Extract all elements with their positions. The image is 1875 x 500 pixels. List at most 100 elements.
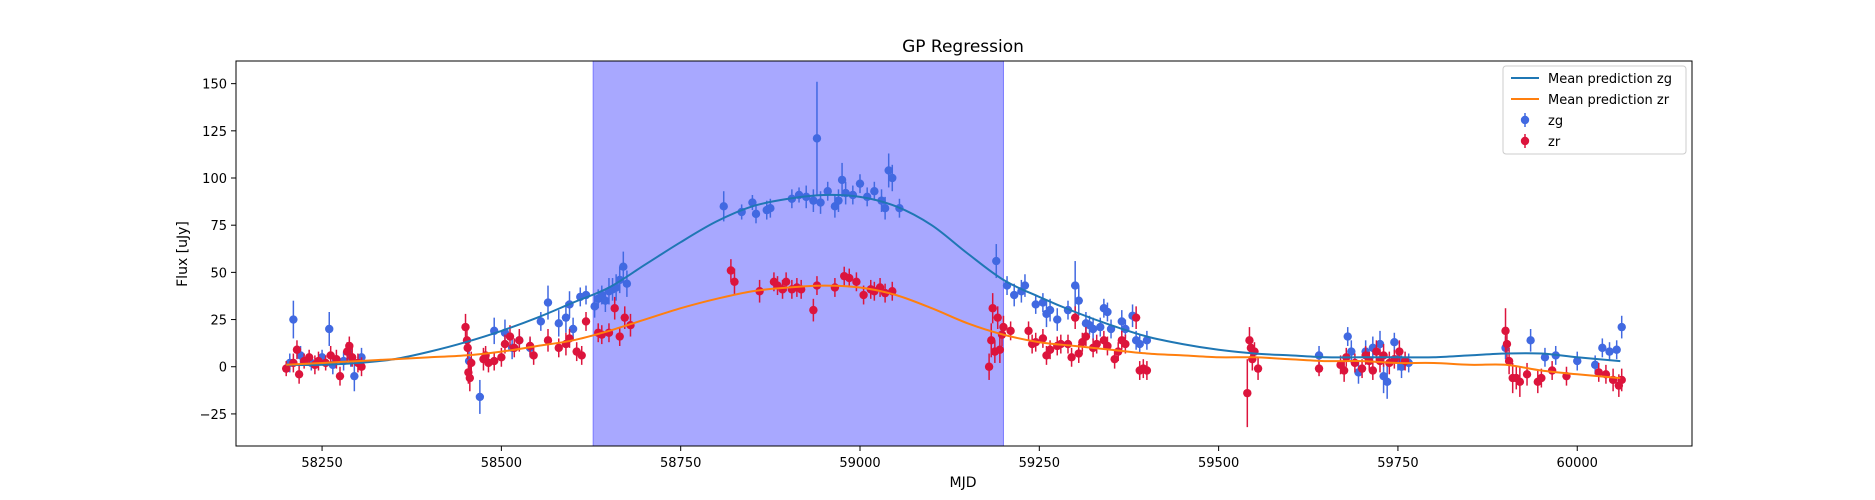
data-point-zg [1390, 338, 1399, 347]
data-point-zg [1096, 322, 1105, 332]
data-point-zr [859, 290, 868, 300]
data-point-zr [987, 336, 996, 345]
data-point-zg [837, 175, 847, 185]
data-point-zr [1092, 339, 1101, 349]
data-point-zr [1024, 326, 1033, 336]
data-point-zg [561, 313, 571, 322]
x-tick-label: 59000 [839, 456, 880, 471]
data-point-zr [1501, 326, 1510, 336]
data-point-zg [1347, 347, 1356, 356]
data-point-zr [620, 313, 629, 322]
y-tick-label: 25 [210, 314, 227, 329]
data-point-zr [781, 277, 791, 287]
data-point-zg [1526, 336, 1535, 345]
data-point-zr [1110, 354, 1119, 364]
data-point-zg [880, 204, 890, 213]
y-tick-label: −25 [200, 408, 227, 423]
data-point-zr [1395, 347, 1404, 356]
data-layer [282, 81, 1626, 428]
y-tick-label: 100 [202, 172, 227, 187]
x-tick-label: 58750 [660, 456, 701, 471]
data-point-zg [834, 196, 843, 205]
data-point-zr [1081, 332, 1091, 341]
data-point-zg [855, 179, 865, 188]
data-point-zr [467, 358, 476, 368]
x-axis-label: MJD [950, 475, 977, 491]
data-point-zg [1573, 356, 1582, 366]
data-point-zg [1010, 290, 1019, 300]
data-point-zr [1314, 364, 1324, 373]
data-point-zg [751, 209, 761, 219]
data-point-zg [809, 196, 818, 205]
data-point-zr [726, 266, 736, 275]
data-point-zr [554, 343, 563, 353]
legend-label: Mean prediction zg [1548, 72, 1672, 87]
data-point-zg [1314, 351, 1324, 360]
mean-line-zr [286, 284, 1621, 380]
y-axis-label: Flux [uJy] [175, 221, 191, 287]
data-point-zg [1382, 377, 1392, 387]
data-point-zr [809, 305, 818, 315]
data-point-zr [1103, 341, 1112, 351]
data-point-zr [995, 345, 1005, 354]
data-point-zg [1617, 322, 1626, 332]
data-point-zg [1117, 317, 1126, 326]
data-point-zg [1540, 353, 1550, 362]
data-point-zr [845, 273, 854, 283]
data-point-zg [816, 198, 825, 207]
data-point-zg [1375, 339, 1385, 349]
data-point-zr [1357, 364, 1367, 373]
data-point-zr [515, 336, 524, 345]
data-point-zg [1612, 345, 1621, 354]
data-point-zg [590, 302, 599, 311]
chart-title: GP Regression [902, 37, 1024, 57]
x-tick-label: 58500 [481, 456, 522, 471]
data-point-zr [610, 304, 619, 313]
data-point-zg [543, 298, 553, 307]
data-point-zg [823, 187, 832, 196]
data-point-zg [1103, 307, 1112, 317]
data-point-zg [1020, 281, 1030, 290]
data-point-zr [615, 332, 624, 341]
legend-swatch-marker [1520, 136, 1530, 146]
data-point-zg [554, 319, 563, 328]
data-point-zr [347, 353, 357, 362]
data-point-zg [888, 173, 897, 183]
data-point-zg [1135, 339, 1144, 349]
x-tick-label: 59500 [1198, 456, 1239, 471]
legend-label: zr [1548, 135, 1561, 150]
y-tick-label: 50 [210, 266, 227, 281]
data-point-zg [1142, 336, 1152, 345]
data-point-zg [992, 256, 1001, 266]
data-point-zr [1067, 353, 1076, 362]
data-point-zg [870, 187, 879, 196]
data-point-zr [1243, 388, 1252, 398]
data-point-zr [505, 332, 515, 341]
data-point-zr [461, 322, 470, 332]
shaded-region [592, 60, 1004, 447]
data-point-zg [1088, 324, 1098, 334]
data-point-zg [1074, 296, 1083, 305]
data-point-zr [1522, 370, 1532, 379]
legend-label: Mean prediction zr [1548, 93, 1670, 108]
data-point-zg [812, 134, 822, 143]
data-point-zr [1074, 349, 1083, 358]
x-tick-label: 59750 [1377, 456, 1418, 471]
legend-swatch-marker [1520, 115, 1530, 125]
data-point-zg [719, 202, 728, 211]
data-point-zr [345, 341, 354, 351]
legend-label: zg [1548, 114, 1563, 129]
data-point-zr [1368, 366, 1378, 375]
x-tick-label: 60000 [1557, 456, 1598, 471]
data-point-zg [619, 262, 628, 271]
data-point-zr [465, 373, 475, 383]
data-point-zr [730, 277, 739, 287]
data-point-zr [778, 285, 787, 294]
data-point-zr [1045, 345, 1055, 354]
data-point-zr [463, 343, 472, 353]
data-point-zr [1038, 334, 1048, 343]
series-zr [282, 259, 1626, 428]
data-point-zg [1045, 305, 1055, 315]
data-point-zr [1379, 351, 1388, 360]
